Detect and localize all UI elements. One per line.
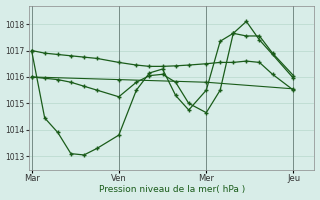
X-axis label: Pression niveau de la mer( hPa ): Pression niveau de la mer( hPa ): [99, 185, 245, 194]
